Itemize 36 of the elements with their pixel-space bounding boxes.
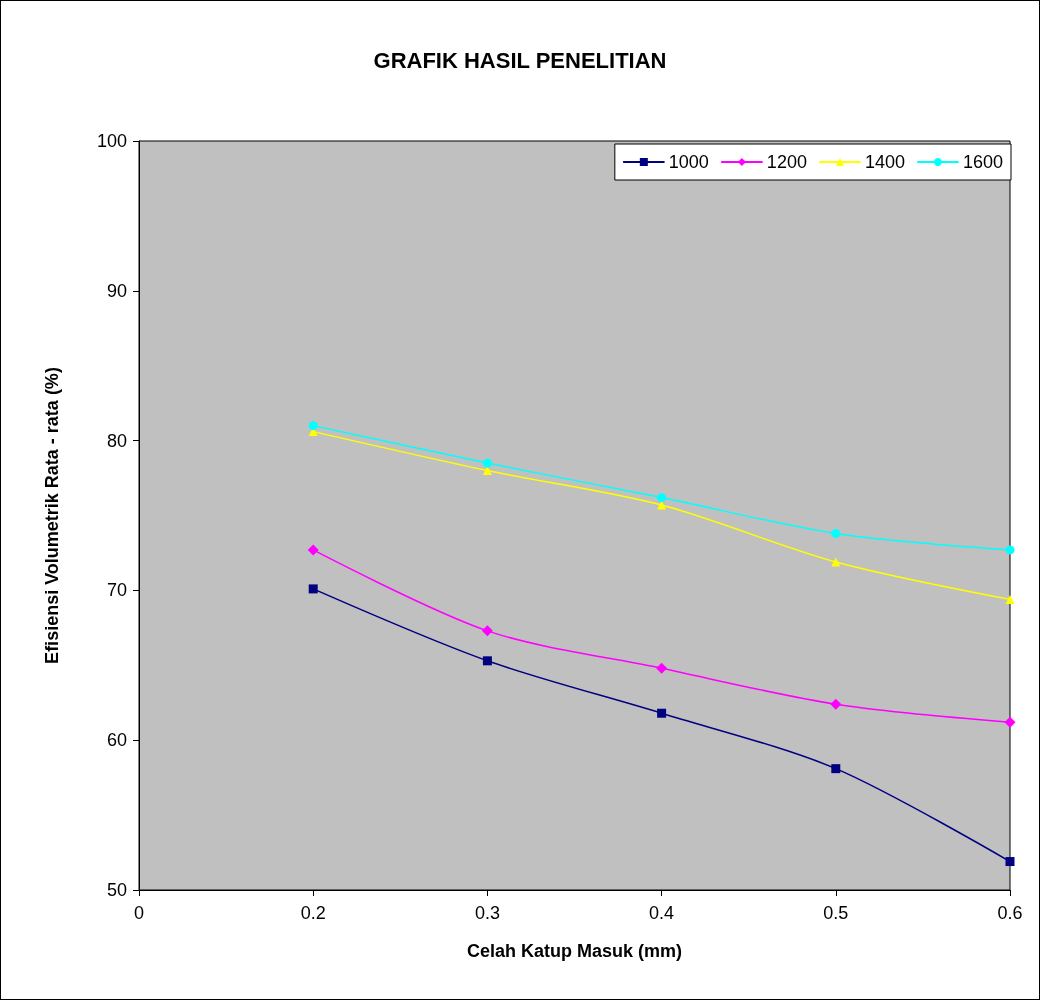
y-tick-label: 60 [106, 730, 127, 751]
x-tick-label: 0.3 [474, 903, 500, 923]
point [1005, 545, 1015, 555]
point [656, 662, 668, 674]
legend-label: 1400 [864, 152, 905, 172]
point [1005, 857, 1015, 867]
point [831, 764, 841, 774]
x-tick-label: 0.2 [300, 903, 326, 923]
point [1004, 716, 1016, 728]
point [308, 584, 318, 594]
point [482, 458, 492, 468]
y-tick-label: 70 [106, 580, 127, 601]
point [307, 544, 319, 556]
chart-title: GRAFIK HASIL PENELITIAN [373, 47, 667, 73]
legend-label: 1200 [766, 152, 807, 172]
legend-label: 1600 [962, 152, 1003, 172]
y-axis-title: Efisiensi Volumetrik Rata - rata (%) [42, 367, 62, 664]
point [482, 656, 492, 666]
x-tick-label: 0.5 [823, 903, 849, 923]
x-tick-label: 0 [133, 903, 145, 923]
point [830, 698, 842, 710]
point [481, 625, 493, 637]
x-tick-label: 0.4 [649, 903, 675, 923]
y-tick-label: 100 [96, 131, 127, 151]
x-tick-label: 0.6 [997, 903, 1023, 923]
point [657, 493, 667, 503]
x-axis-title: Celah Katup Masuk (mm) [466, 941, 683, 961]
point [1005, 594, 1015, 604]
y-tick-label: 90 [106, 280, 127, 301]
point [308, 421, 318, 431]
point [482, 466, 492, 476]
y-tick-label: 80 [106, 430, 127, 451]
legend-label: 1000 [668, 152, 709, 172]
y-tick-label: 50 [106, 880, 127, 900]
point [657, 708, 667, 718]
point [831, 528, 841, 538]
